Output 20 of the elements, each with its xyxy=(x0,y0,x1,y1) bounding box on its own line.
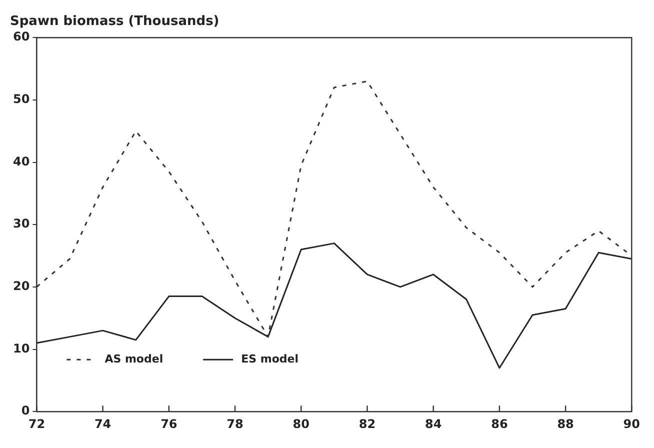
y-tick-label: 20 xyxy=(12,279,30,294)
y-tick-label: 10 xyxy=(12,341,30,356)
y-tick-label: 40 xyxy=(12,154,30,168)
x-tick-label: 76 xyxy=(160,416,178,431)
y-tick-label: 60 xyxy=(12,30,30,44)
x-tick-label: 84 xyxy=(424,416,442,431)
x-tick-label: 82 xyxy=(358,416,376,431)
y-tick-label: 0 xyxy=(21,404,30,418)
legend-label: ES model xyxy=(241,352,298,366)
x-tick-label: 72 xyxy=(28,416,46,431)
x-tick-label: 90 xyxy=(623,416,640,431)
x-tick-label: 74 xyxy=(94,416,112,431)
y-tick-label: 30 xyxy=(12,216,30,231)
y-tick-label: 50 xyxy=(12,92,30,106)
x-tick-label: 80 xyxy=(292,416,310,431)
x-tick-label: 86 xyxy=(491,416,508,431)
chart-title: Spawn biomass (Thousands) xyxy=(10,14,220,30)
legend-label: AS model xyxy=(104,352,164,366)
x-tick-label: 88 xyxy=(557,416,574,431)
x-tick-label: 78 xyxy=(226,416,244,431)
